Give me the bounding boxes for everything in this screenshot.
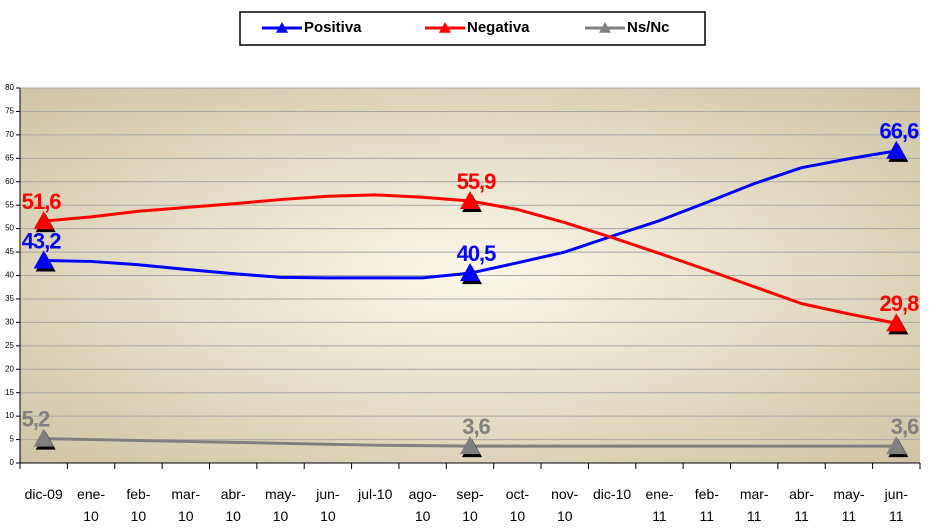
y-tick-label: 20 bbox=[5, 364, 14, 373]
marker bbox=[886, 436, 907, 455]
data-label: 40,5 bbox=[457, 241, 497, 266]
x-tick-label: oct- 10 bbox=[505, 486, 530, 524]
x-tick-label: feb- 11 bbox=[694, 486, 719, 524]
y-tick-label: 30 bbox=[5, 317, 14, 326]
y-tick-label: 15 bbox=[5, 388, 14, 397]
x-tick-label: ago- 10 bbox=[408, 486, 437, 524]
x-tick-label: mar- 11 bbox=[739, 486, 769, 524]
x-tick-label: jul-10 bbox=[358, 486, 393, 502]
x-tick-label: may- 10 bbox=[264, 486, 297, 524]
y-tick-label: 35 bbox=[5, 294, 14, 303]
x-tick-label: sep- 10 bbox=[456, 486, 484, 524]
y-tick-label: 25 bbox=[5, 341, 14, 350]
data-label: 3,6 bbox=[462, 414, 490, 439]
data-label: 3,6 bbox=[891, 414, 919, 439]
y-tick-label: 45 bbox=[5, 247, 14, 256]
x-tick-label: dic-10 bbox=[593, 486, 632, 502]
y-tick-label: 80 bbox=[5, 83, 14, 92]
y-tick-label: 60 bbox=[5, 177, 14, 186]
marker bbox=[886, 140, 907, 159]
legend-marker bbox=[599, 22, 611, 33]
x-tick-label: dic-09 bbox=[24, 486, 63, 502]
legend-box bbox=[239, 11, 706, 46]
data-label: 29,8 bbox=[879, 291, 919, 316]
y-tick-label: 5 bbox=[10, 435, 15, 444]
y-tick-label: 40 bbox=[5, 271, 14, 280]
y-tick-label: 50 bbox=[5, 224, 14, 233]
data-label: 66,6 bbox=[879, 119, 919, 144]
data-label: 5,2 bbox=[22, 406, 50, 431]
y-tick-label: 65 bbox=[5, 153, 14, 162]
x-tick-label: mar- 10 bbox=[171, 486, 201, 524]
legend-marker bbox=[439, 22, 451, 33]
data-label: 43,2 bbox=[22, 228, 62, 253]
marker bbox=[33, 428, 54, 447]
y-tick-label: 70 bbox=[5, 130, 14, 139]
x-tick-label: nov- 10 bbox=[551, 486, 579, 524]
y-tick-label: 10 bbox=[5, 411, 14, 420]
legend-label: Positiva bbox=[304, 19, 362, 36]
x-tick-label: abr- 11 bbox=[789, 486, 815, 524]
marker bbox=[460, 190, 480, 209]
marker bbox=[33, 211, 54, 230]
legend-label: Negativa bbox=[467, 19, 530, 36]
y-tick-label: 0 bbox=[10, 458, 15, 467]
legend-label: Ns/Nc bbox=[627, 19, 670, 36]
marker bbox=[33, 250, 54, 269]
x-tick-label: jun- 11 bbox=[884, 486, 908, 524]
y-tick-label: 75 bbox=[5, 107, 14, 116]
data-label: 55,9 bbox=[457, 169, 497, 194]
x-tick-label: ene- 11 bbox=[645, 486, 674, 524]
x-tick-label: feb- 10 bbox=[126, 486, 151, 524]
x-tick-label: jun- 10 bbox=[316, 486, 340, 524]
marker bbox=[886, 313, 907, 332]
x-tick-label: ene- 10 bbox=[77, 486, 106, 524]
y-tick-label: 55 bbox=[5, 200, 14, 209]
x-tick-label: abr- 10 bbox=[220, 486, 246, 524]
x-tick-label: may- 11 bbox=[833, 486, 865, 524]
legend-marker bbox=[276, 22, 288, 33]
marker bbox=[460, 436, 480, 455]
data-label: 51,6 bbox=[22, 189, 62, 214]
marker bbox=[460, 263, 480, 282]
